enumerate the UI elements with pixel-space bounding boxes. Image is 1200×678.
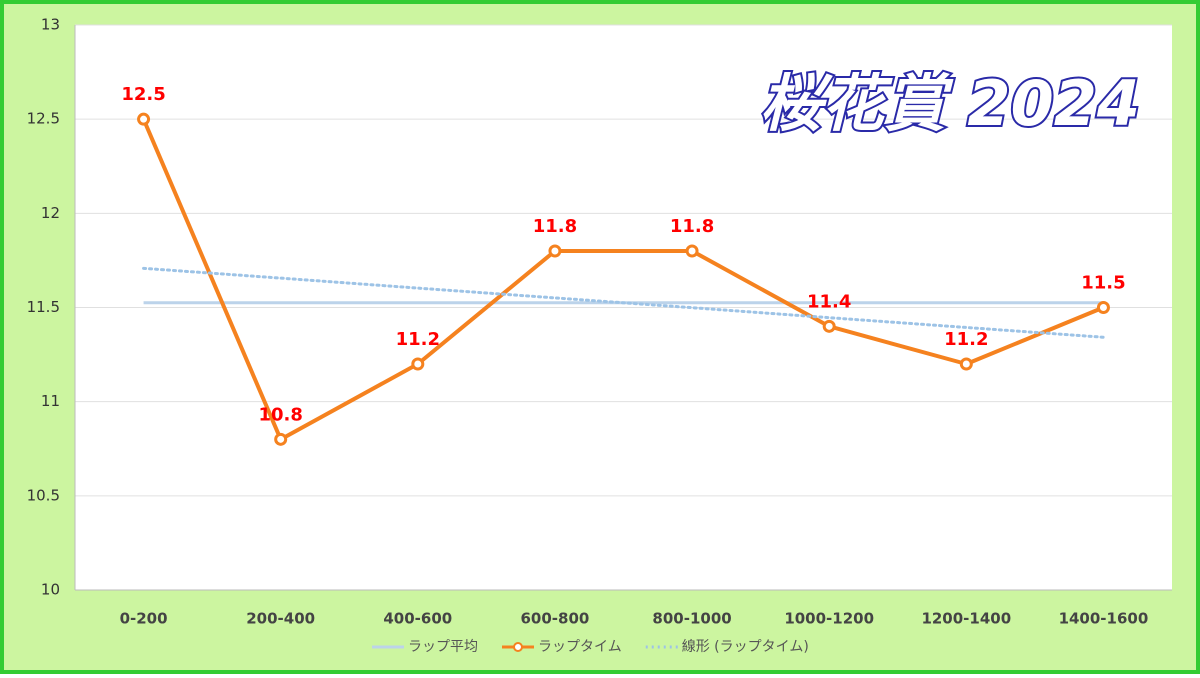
point <box>685 244 699 258</box>
data-label: 10.8 <box>258 404 302 425</box>
data-label: 11.4 <box>807 291 851 312</box>
chart-title: 桜花賞 2024 <box>760 67 1140 140</box>
point <box>137 112 151 126</box>
point <box>1096 301 1110 314</box>
legend-marker <box>513 642 523 652</box>
series-line <box>141 118 1105 442</box>
axes: 10 10.5 11 11.5 12 12.5 13 0-200 200-400 400-600 6… <box>27 16 1172 628</box>
y-tick-label: 10 <box>41 581 60 599</box>
y-tick-label: 10.5 <box>27 486 60 504</box>
data-label: 11.2 <box>396 329 440 350</box>
data-label: 12.5 <box>121 84 165 105</box>
point <box>411 357 425 371</box>
y-tick-label: 11.5 <box>27 298 60 316</box>
y-tick-label: 12.5 <box>27 110 60 128</box>
point <box>548 244 562 258</box>
legend-label: ラップタイム <box>538 639 622 655</box>
data-label: 11.8 <box>670 216 714 237</box>
y-tick-label: 13 <box>41 16 60 34</box>
x-tick-label: 1400-1600 <box>1059 610 1149 628</box>
legend-label: ラップ平均 <box>408 639 478 655</box>
x-tick-label: 800-1000 <box>652 610 731 628</box>
x-tick-label: 0-200 <box>120 610 168 628</box>
x-tick-label: 1200-1400 <box>921 610 1011 628</box>
x-tick-label: 200-400 <box>246 610 315 628</box>
point <box>959 357 973 371</box>
data-label: 11.5 <box>1081 273 1125 294</box>
y-tick-label: 11 <box>41 392 60 410</box>
x-tick-label: 400-600 <box>383 610 452 628</box>
data-label: 11.2 <box>944 329 988 350</box>
x-tick-label: 600-800 <box>521 610 590 628</box>
x-tick-label: 1000-1200 <box>784 610 874 628</box>
data-label: 11.8 <box>533 216 577 237</box>
point <box>822 319 836 333</box>
legend-label: 線形 (ラップタイム) <box>682 639 809 655</box>
point <box>274 432 288 446</box>
y-tick-label: 12 <box>41 204 60 222</box>
series-line <box>142 266 1105 339</box>
